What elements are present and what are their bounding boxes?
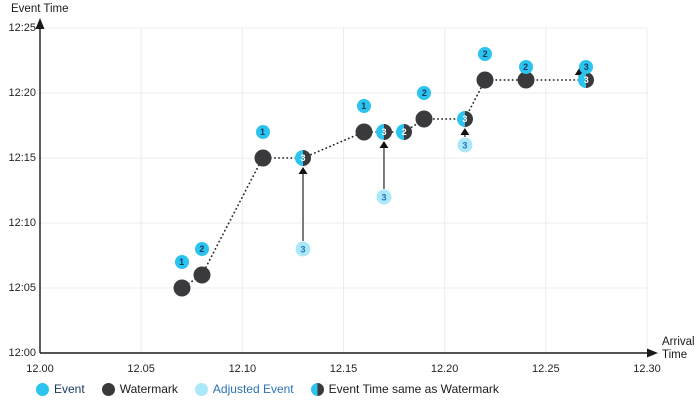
x-axis-title: Arrival Time	[662, 336, 695, 362]
adjusted-legend-icon	[194, 382, 208, 396]
y-tick-label: 12:00	[8, 347, 36, 359]
x-axis-title-line1: Arrival	[662, 336, 695, 348]
event-legend-icon	[36, 382, 49, 396]
x-tick-label: 12.15	[329, 363, 358, 375]
watermark-marker	[517, 71, 535, 89]
same-as-watermark-marker: 2	[396, 124, 413, 140]
watermark-marker	[355, 123, 373, 141]
x-tick-label: 12.25	[532, 363, 560, 375]
axis-lines	[35, 18, 658, 358]
y-axis-title: Event Time	[11, 3, 69, 15]
legend-item-watermark: Watermark	[101, 382, 178, 396]
event-marker: 2	[478, 47, 493, 61]
y-tick-label: 12:15	[8, 152, 36, 164]
legend-item-adjusted: Adjusted Event	[194, 382, 294, 396]
adjusted-event-marker: 3	[457, 137, 473, 153]
legend-label: Watermark	[119, 382, 178, 396]
y-tick-label: 12:25	[8, 22, 36, 34]
watermark-marker	[476, 71, 494, 89]
event-marker: 2	[518, 60, 533, 74]
event-marker: 2	[417, 86, 432, 100]
same-legend-icon	[310, 382, 324, 396]
event-marker: 1	[356, 99, 371, 113]
adjustment-arrows	[298, 68, 584, 241]
event-marker: 2	[194, 242, 209, 256]
x-tick-label: 12.10	[228, 363, 257, 375]
x-tick-label: 12.30	[633, 363, 661, 375]
watermark-legend-icon	[101, 382, 115, 396]
x-tick-label: 12.20	[430, 363, 459, 375]
event-marker: 1	[255, 125, 270, 139]
y-tick-label: 12:10	[8, 217, 36, 229]
event-marker: 3	[579, 60, 594, 74]
legend-label: Adjusted Event	[212, 382, 294, 396]
same-as-watermark-marker: 3	[375, 124, 392, 140]
chart-legend: Event Watermark Adjusted Event Event Time s…	[36, 382, 499, 396]
x-tick-label: 12.05	[127, 363, 155, 375]
x-axis-title-line2: Time	[662, 349, 688, 361]
adjusted-event-marker: 3	[295, 241, 311, 257]
watermark-marker	[254, 149, 272, 167]
same-as-watermark-marker: 3	[578, 72, 595, 88]
watermark-marker	[173, 279, 191, 297]
x-tick-label: 12.00	[26, 363, 54, 375]
watermark-marker	[415, 110, 433, 128]
y-tick-label: 12:05	[8, 282, 36, 294]
legend-label: Event	[54, 382, 85, 396]
gridlines	[40, 27, 648, 353]
legend-label: Event Time same as Watermark	[328, 382, 499, 396]
same-as-watermark-marker: 3	[456, 111, 473, 127]
legend-item-same: Event Time same as Watermark	[310, 382, 499, 396]
legend-item-event: Event	[36, 382, 85, 396]
event-marker: 1	[174, 255, 189, 269]
y-tick-label: 12:20	[8, 87, 36, 99]
watermark-marker	[193, 266, 211, 284]
adjusted-event-marker: 3	[376, 189, 392, 205]
same-as-watermark-marker: 3	[295, 150, 312, 166]
